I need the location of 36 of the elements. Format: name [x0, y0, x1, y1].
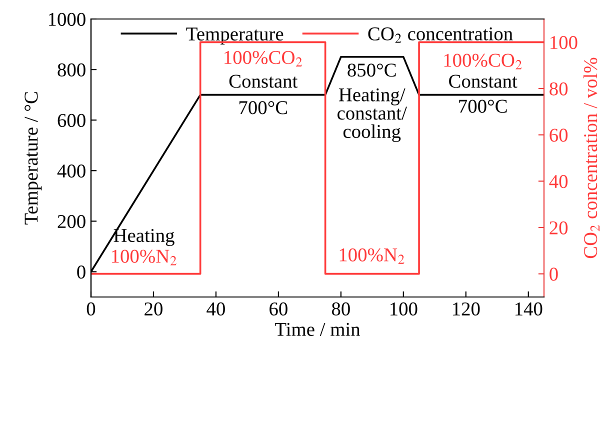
y-tick-label: 1000	[48, 12, 86, 26]
y2-tick-label: 20	[550, 221, 568, 234]
y-tick-label: 600	[58, 114, 86, 128]
x-tick-label: 100	[390, 302, 418, 316]
annotation: Constant	[449, 74, 518, 88]
x-axis-title: Time / min	[274, 322, 360, 336]
annotation: 100%N$_{2}$	[112, 250, 176, 266]
x-tick-label: 120	[453, 302, 480, 316]
y-tick-label: 0	[77, 266, 86, 279]
y2-tick-label: 80	[550, 82, 568, 96]
annotation: Heating	[114, 228, 174, 246]
y-tick-label: 800	[58, 63, 86, 76]
annotation: 700°C	[239, 101, 288, 114]
y-tick-label: 400	[57, 164, 86, 178]
x-tick-label: 140	[516, 302, 542, 316]
y2-axis-title: CO$_{2}$ concentration / vol%	[583, 58, 600, 258]
y2-tick-label: 60	[550, 128, 568, 142]
annotation: 100%CO$_{2}$	[444, 54, 522, 70]
annotation: 700°C	[459, 100, 507, 113]
x-tick-label: 20	[144, 302, 162, 316]
x-tick-label: 0	[86, 302, 96, 316]
annotation: Heating/ constant/ cooling	[338, 88, 407, 142]
annotation: 100%N$_{2}$	[340, 248, 404, 264]
annotation: 100%CO$_{2}$	[224, 50, 302, 66]
annotation: 850°C	[348, 64, 396, 77]
legend-label: CO$_{2}$ concentration	[368, 27, 513, 43]
x-tick-label: 40	[206, 302, 225, 316]
annotation: Constant	[229, 74, 298, 88]
x-tick-label: 60	[270, 302, 288, 316]
y2-tick-label: 40	[549, 174, 568, 188]
y-axis-title: Temperature / °C	[24, 92, 42, 225]
y2-tick-label: 0	[550, 268, 558, 281]
y2-tick-label: 100	[550, 36, 578, 50]
legend-label: Temperature	[186, 28, 284, 45]
x-tick-label: 80	[332, 302, 350, 316]
y-tick-label: 200	[58, 215, 86, 228]
